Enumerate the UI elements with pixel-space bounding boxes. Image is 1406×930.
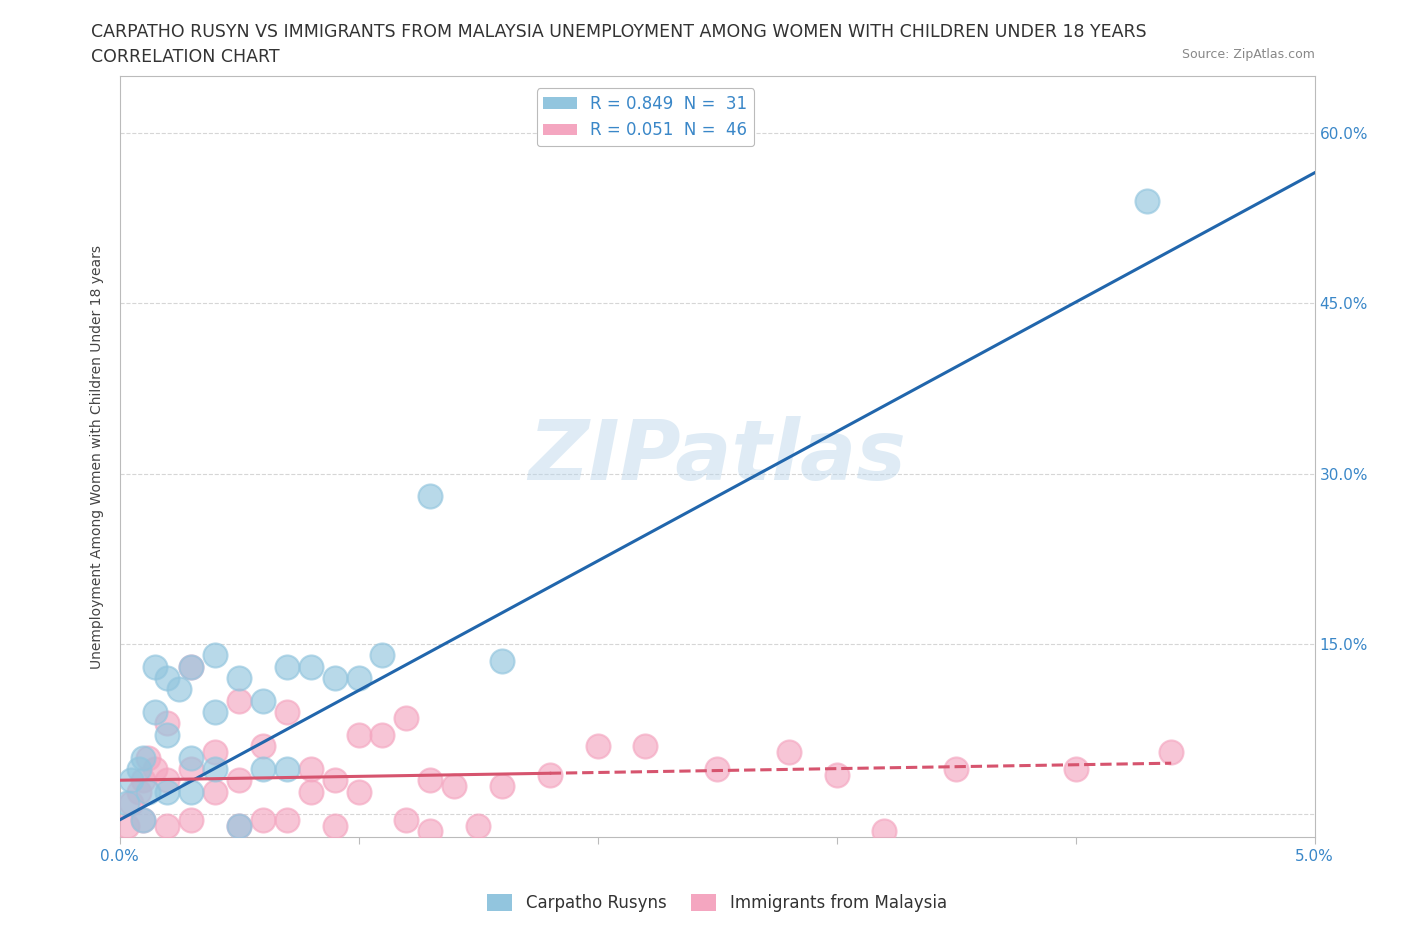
Point — [204, 705, 226, 720]
Point — [204, 784, 226, 799]
Point — [145, 762, 166, 777]
Point — [180, 659, 202, 674]
Point — [228, 773, 250, 788]
Point — [204, 744, 226, 759]
Point — [419, 824, 441, 839]
Point — [395, 813, 418, 828]
Point — [180, 751, 202, 765]
Point — [228, 693, 250, 708]
Point — [145, 659, 166, 674]
Point — [347, 727, 370, 742]
Point — [180, 813, 202, 828]
Point — [156, 784, 179, 799]
Point — [347, 671, 370, 685]
Point — [467, 818, 489, 833]
Point — [156, 716, 179, 731]
Point — [132, 751, 155, 765]
Point — [419, 489, 441, 504]
Point — [128, 762, 150, 777]
Point — [1064, 762, 1087, 777]
Y-axis label: Unemployment Among Women with Children Under 18 years: Unemployment Among Women with Children U… — [90, 245, 104, 669]
Point — [252, 693, 274, 708]
Point — [276, 659, 298, 674]
Point — [491, 778, 513, 793]
Point — [180, 659, 202, 674]
Point — [538, 767, 561, 782]
Point — [228, 671, 250, 685]
Point — [156, 773, 179, 788]
Point — [371, 648, 394, 663]
Text: CARPATHO RUSYN VS IMMIGRANTS FROM MALAYSIA UNEMPLOYMENT AMONG WOMEN WITH CHILDRE: CARPATHO RUSYN VS IMMIGRANTS FROM MALAYS… — [91, 23, 1147, 41]
Point — [323, 818, 346, 833]
Point — [132, 773, 155, 788]
Point — [706, 762, 728, 777]
Point — [228, 818, 250, 833]
Point — [204, 762, 226, 777]
Point — [276, 705, 298, 720]
Point — [323, 773, 346, 788]
Point — [276, 762, 298, 777]
Point — [1160, 744, 1182, 759]
Point — [395, 711, 418, 725]
Point — [299, 659, 322, 674]
Point — [873, 824, 896, 839]
Point — [145, 705, 166, 720]
Point — [252, 762, 274, 777]
Text: ZIPatlas: ZIPatlas — [529, 416, 905, 498]
Point — [136, 784, 159, 799]
Point — [276, 813, 298, 828]
Point — [825, 767, 848, 782]
Point — [121, 795, 143, 810]
Point — [156, 671, 179, 685]
Point — [180, 762, 202, 777]
Point — [323, 671, 346, 685]
Point — [156, 818, 179, 833]
Point — [945, 762, 967, 777]
Point — [371, 727, 394, 742]
Legend: Carpatho Rusyns, Immigrants from Malaysia: Carpatho Rusyns, Immigrants from Malaysi… — [481, 887, 953, 919]
Point — [491, 654, 513, 669]
Point — [778, 744, 800, 759]
Point — [347, 784, 370, 799]
Point — [169, 682, 191, 697]
Point — [443, 778, 465, 793]
Text: CORRELATION CHART: CORRELATION CHART — [91, 48, 280, 66]
Text: Source: ZipAtlas.com: Source: ZipAtlas.com — [1181, 48, 1315, 61]
Point — [299, 784, 322, 799]
Point — [115, 818, 138, 833]
Point — [180, 784, 202, 799]
Point — [252, 738, 274, 753]
Point — [156, 727, 179, 742]
Point — [136, 751, 159, 765]
Point — [634, 738, 657, 753]
Point — [128, 784, 150, 799]
Point — [299, 762, 322, 777]
Point — [132, 813, 155, 828]
Point — [115, 795, 138, 810]
Point — [204, 648, 226, 663]
Point — [228, 818, 250, 833]
Point — [1136, 193, 1159, 208]
Point — [121, 773, 143, 788]
Point — [586, 738, 609, 753]
Point — [419, 773, 441, 788]
Point — [132, 813, 155, 828]
Point — [252, 813, 274, 828]
